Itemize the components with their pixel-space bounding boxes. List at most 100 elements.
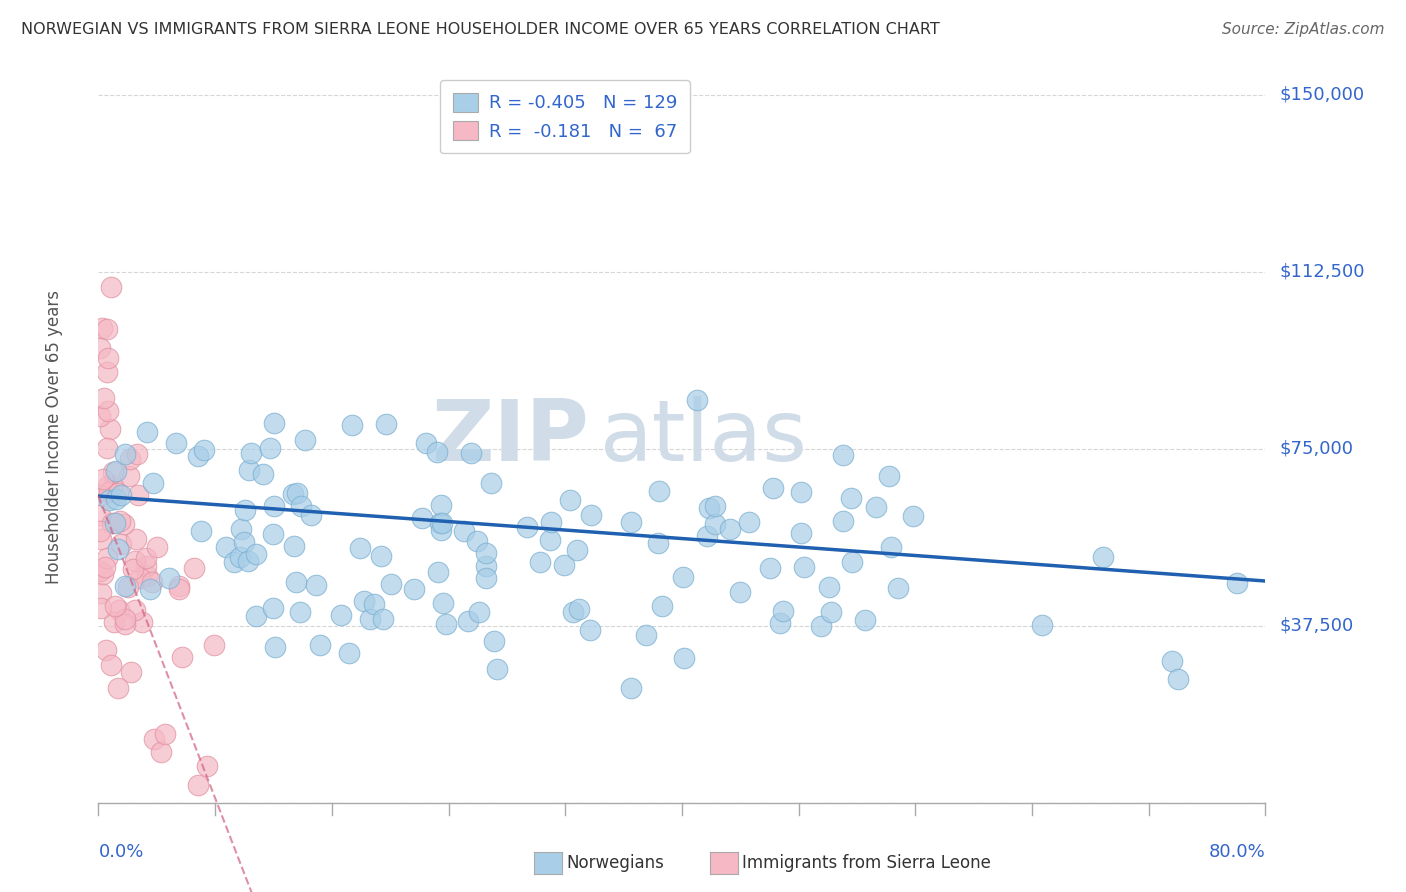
Point <box>141 574 163 589</box>
Point <box>263 640 285 655</box>
Point <box>579 623 602 637</box>
Point <box>89 564 111 578</box>
Point <box>143 731 166 746</box>
Point <box>183 561 205 575</box>
Point <box>370 549 392 564</box>
Point <box>239 446 262 460</box>
Point <box>474 558 496 573</box>
Point <box>89 341 111 355</box>
Point <box>429 516 451 530</box>
Point <box>120 665 142 679</box>
Point <box>434 616 457 631</box>
Point <box>190 524 212 538</box>
Point <box>229 550 252 565</box>
Point <box>135 551 157 566</box>
Point <box>1226 576 1249 591</box>
Point <box>485 662 508 676</box>
Point <box>620 515 643 529</box>
Point <box>202 638 225 652</box>
Point <box>91 566 114 581</box>
Point <box>479 475 502 490</box>
Point <box>108 603 131 617</box>
Point <box>1031 618 1053 632</box>
Point <box>104 599 127 613</box>
Point <box>475 546 498 560</box>
Point <box>96 551 118 566</box>
Point <box>100 657 122 672</box>
Point <box>772 603 794 617</box>
Point <box>299 508 322 523</box>
Point <box>117 469 139 483</box>
Text: Norwegians: Norwegians <box>567 855 665 872</box>
Point <box>90 600 112 615</box>
Point <box>89 409 111 423</box>
Text: $112,500: $112,500 <box>1279 263 1365 281</box>
Point <box>432 596 454 610</box>
Point <box>877 469 900 483</box>
Point <box>125 447 148 461</box>
Point <box>124 554 146 568</box>
Point <box>96 442 118 456</box>
Point <box>110 537 132 551</box>
Text: Source: ZipAtlas.com: Source: ZipAtlas.com <box>1222 22 1385 37</box>
Text: ZIP: ZIP <box>430 395 589 479</box>
Point <box>581 508 603 522</box>
Point <box>165 435 187 450</box>
Point <box>305 578 328 592</box>
Point <box>90 488 112 502</box>
Point <box>568 602 591 616</box>
Point <box>337 646 360 660</box>
Point <box>90 586 112 600</box>
Point <box>90 321 112 335</box>
Point <box>553 558 575 572</box>
Point <box>195 758 218 772</box>
Point <box>647 536 669 550</box>
Point <box>789 525 811 540</box>
Point <box>789 485 811 500</box>
Point <box>114 447 136 461</box>
Point <box>107 541 129 556</box>
Point <box>430 523 453 537</box>
Point <box>359 612 381 626</box>
Point <box>427 565 450 579</box>
Point <box>380 577 402 591</box>
Point <box>673 651 696 665</box>
Point <box>538 533 561 548</box>
Point <box>820 606 842 620</box>
Text: NORWEGIAN VS IMMIGRANTS FROM SIERRA LEONE HOUSEHOLDER INCOME OVER 65 YEARS CORRE: NORWEGIAN VS IMMIGRANTS FROM SIERRA LEON… <box>21 22 939 37</box>
Point <box>841 555 863 569</box>
Point <box>114 612 136 626</box>
Point <box>107 681 129 696</box>
Point <box>236 554 259 568</box>
Point <box>810 618 832 632</box>
Point <box>426 445 449 459</box>
Point <box>114 579 136 593</box>
Text: Immigrants from Sierra Leone: Immigrants from Sierra Leone <box>742 855 991 872</box>
Point <box>453 524 475 538</box>
Point <box>193 443 215 458</box>
Point <box>288 605 311 619</box>
Point <box>146 540 169 554</box>
Point <box>153 727 176 741</box>
Point <box>903 509 925 524</box>
Point <box>340 418 363 433</box>
Point <box>101 465 124 479</box>
Point <box>262 527 284 541</box>
Point <box>1092 549 1115 564</box>
Point <box>283 539 305 553</box>
Point <box>263 499 285 513</box>
Point <box>769 615 792 630</box>
Point <box>565 542 588 557</box>
Point <box>457 614 479 628</box>
Text: 80.0%: 80.0% <box>1209 843 1265 861</box>
Point <box>96 403 118 417</box>
Point <box>96 365 118 379</box>
Point <box>103 479 125 493</box>
Point <box>672 570 695 584</box>
Point <box>107 486 129 500</box>
Point <box>135 569 157 583</box>
Point <box>90 533 112 547</box>
Point <box>97 484 120 499</box>
Point <box>516 519 538 533</box>
Point <box>187 778 209 792</box>
